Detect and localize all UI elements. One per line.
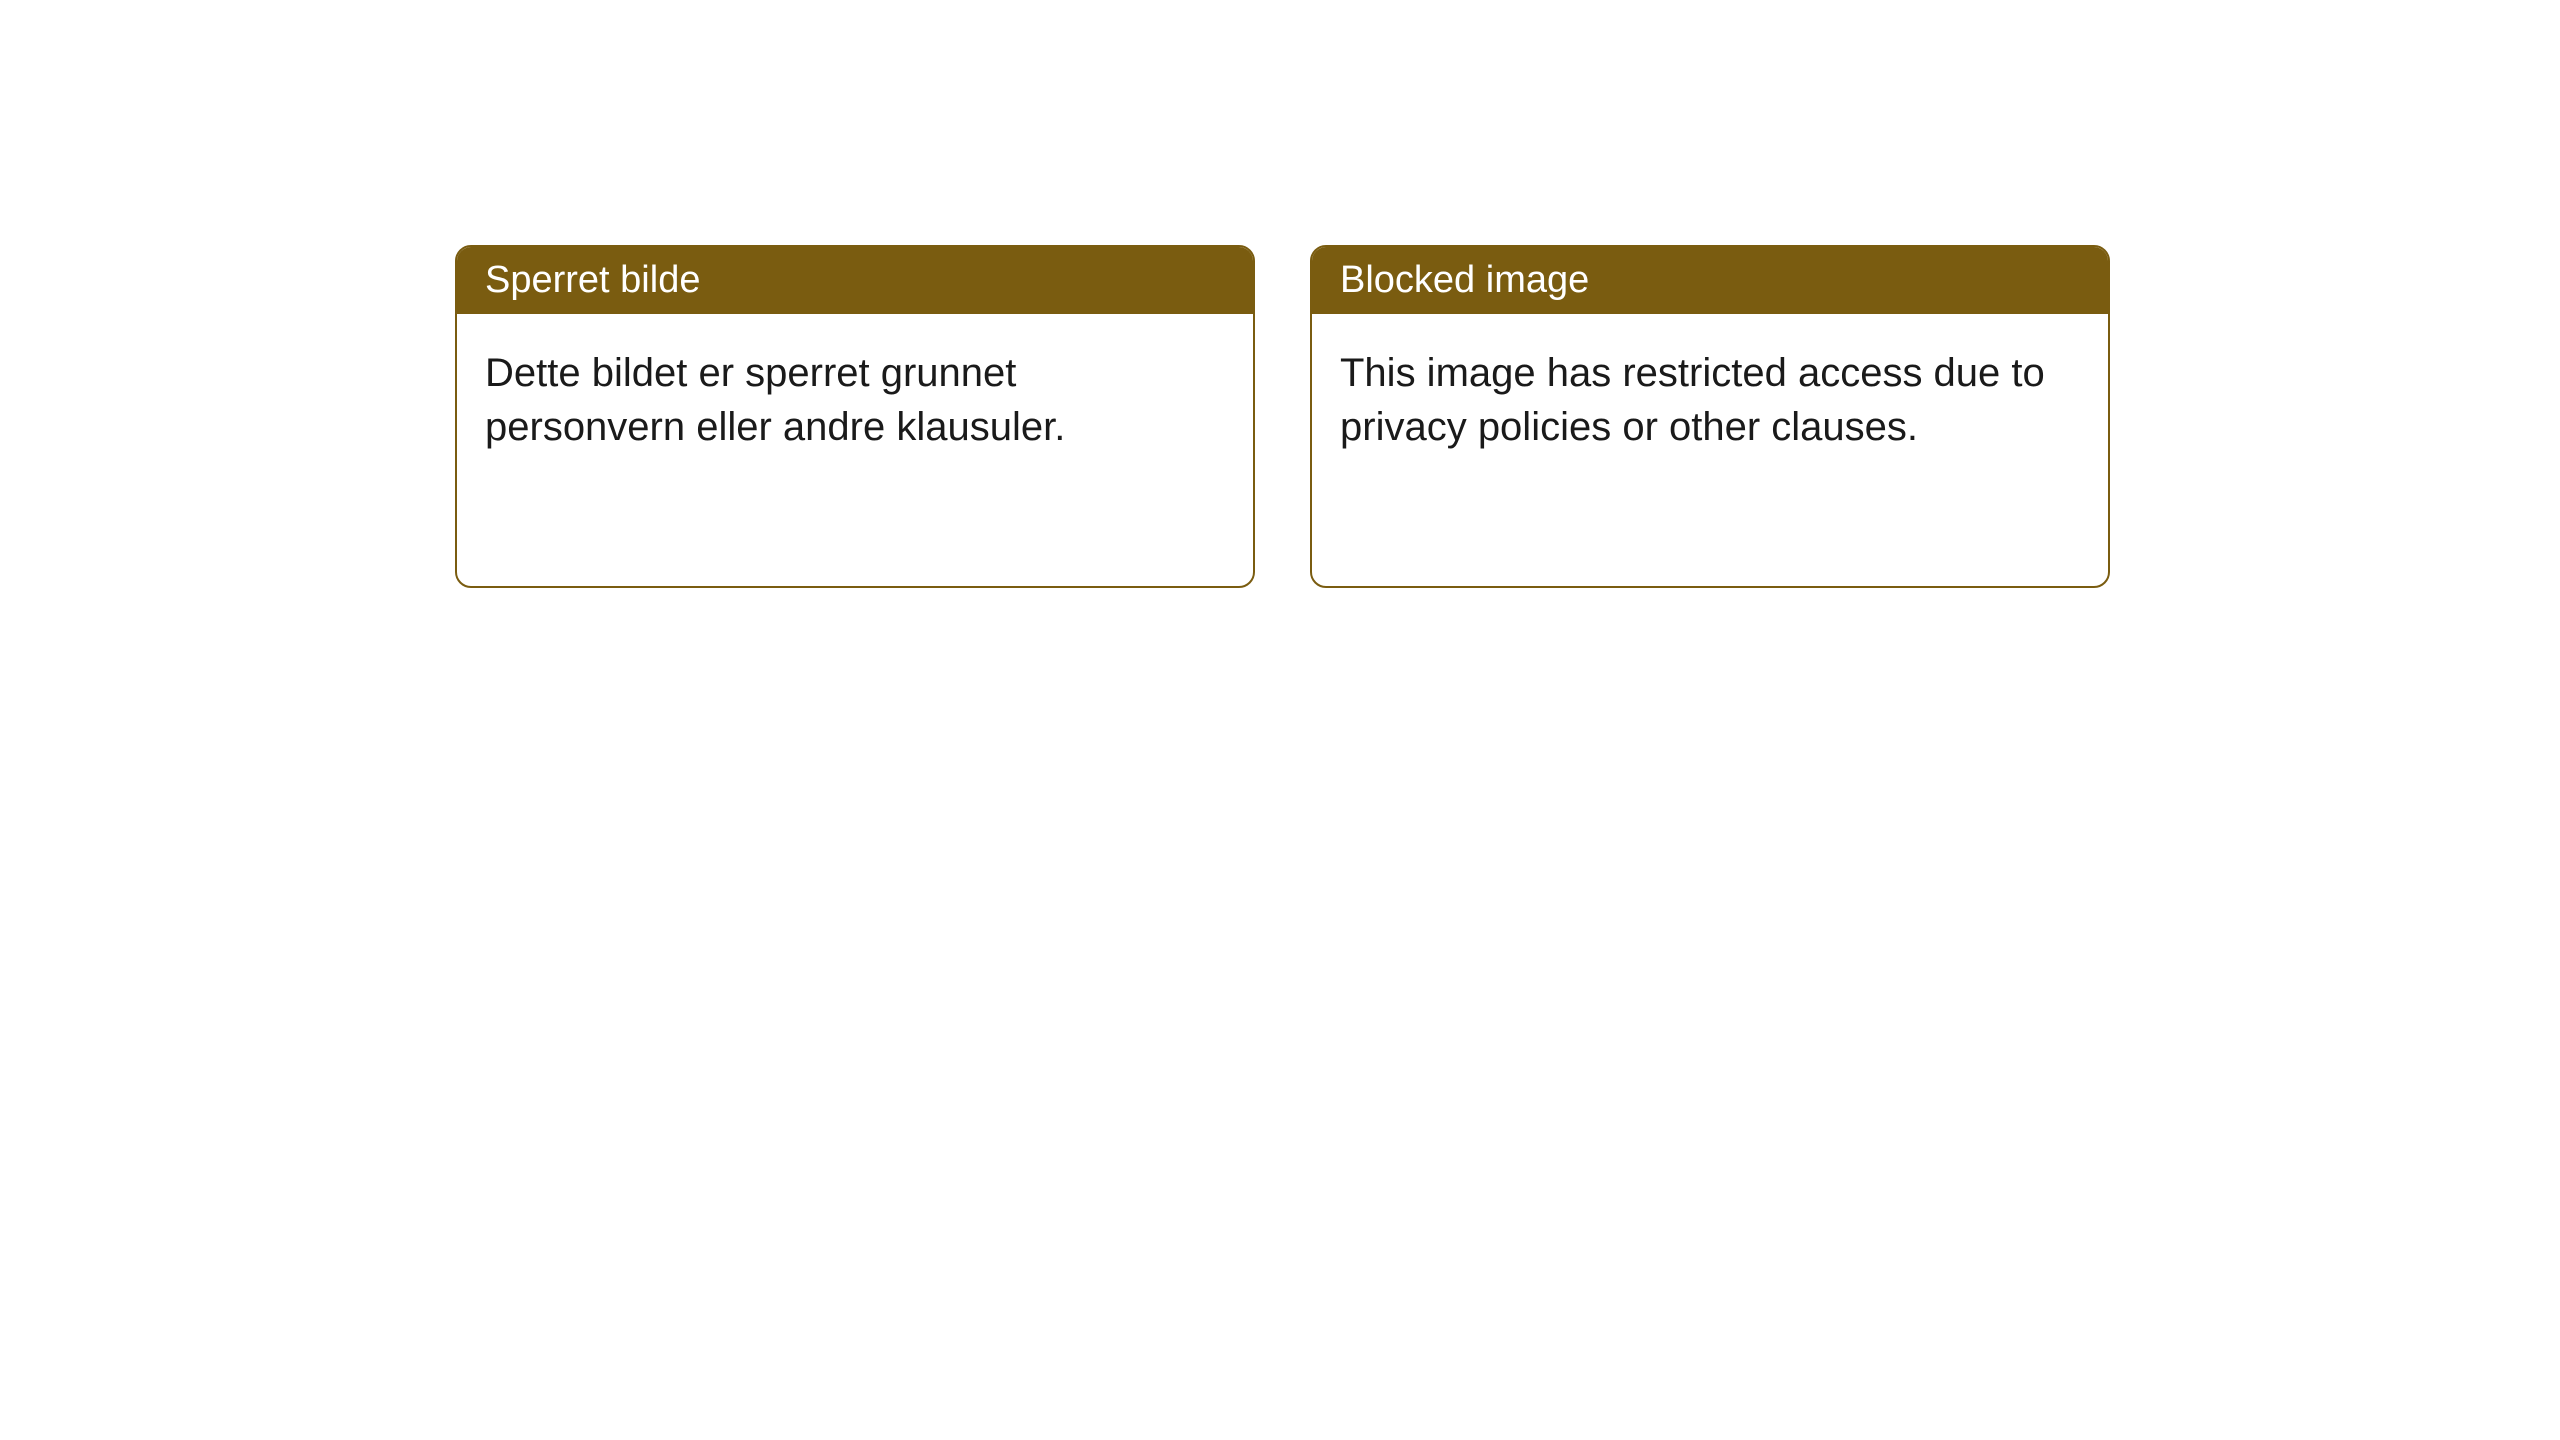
notice-header-norwegian: Sperret bilde	[457, 247, 1253, 314]
notice-text: This image has restricted access due to …	[1340, 351, 2045, 449]
notice-card-norwegian: Sperret bilde Dette bildet er sperret gr…	[455, 245, 1255, 588]
notice-header-english: Blocked image	[1312, 247, 2108, 314]
notice-title: Sperret bilde	[485, 259, 700, 301]
notice-title: Blocked image	[1340, 259, 1589, 301]
notice-cards-container: Sperret bilde Dette bildet er sperret gr…	[455, 245, 2110, 588]
notice-text: Dette bildet er sperret grunnet personve…	[485, 351, 1065, 449]
notice-body-english: This image has restricted access due to …	[1312, 314, 2108, 586]
notice-body-norwegian: Dette bildet er sperret grunnet personve…	[457, 314, 1253, 586]
notice-card-english: Blocked image This image has restricted …	[1310, 245, 2110, 588]
